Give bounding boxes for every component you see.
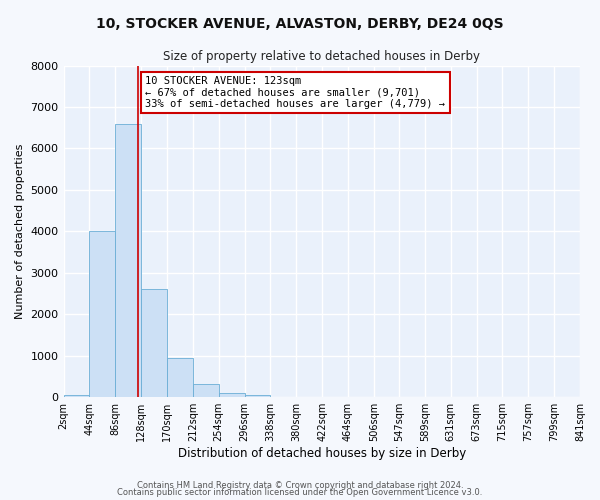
X-axis label: Distribution of detached houses by size in Derby: Distribution of detached houses by size … <box>178 447 466 460</box>
Text: 10, STOCKER AVENUE, ALVASTON, DERBY, DE24 0QS: 10, STOCKER AVENUE, ALVASTON, DERBY, DE2… <box>96 18 504 32</box>
Bar <box>193 384 218 397</box>
Text: Contains public sector information licensed under the Open Government Licence v3: Contains public sector information licen… <box>118 488 482 497</box>
Bar <box>115 124 141 397</box>
Bar <box>167 358 193 397</box>
Text: Contains HM Land Registry data © Crown copyright and database right 2024.: Contains HM Land Registry data © Crown c… <box>137 480 463 490</box>
Text: 10 STOCKER AVENUE: 123sqm
← 67% of detached houses are smaller (9,701)
33% of se: 10 STOCKER AVENUE: 123sqm ← 67% of detac… <box>145 76 445 109</box>
Title: Size of property relative to detached houses in Derby: Size of property relative to detached ho… <box>163 50 480 63</box>
Y-axis label: Number of detached properties: Number of detached properties <box>15 144 25 319</box>
Bar <box>218 392 245 397</box>
Bar <box>245 395 271 397</box>
Bar <box>89 232 115 397</box>
Bar <box>141 290 167 397</box>
Bar <box>64 395 89 397</box>
